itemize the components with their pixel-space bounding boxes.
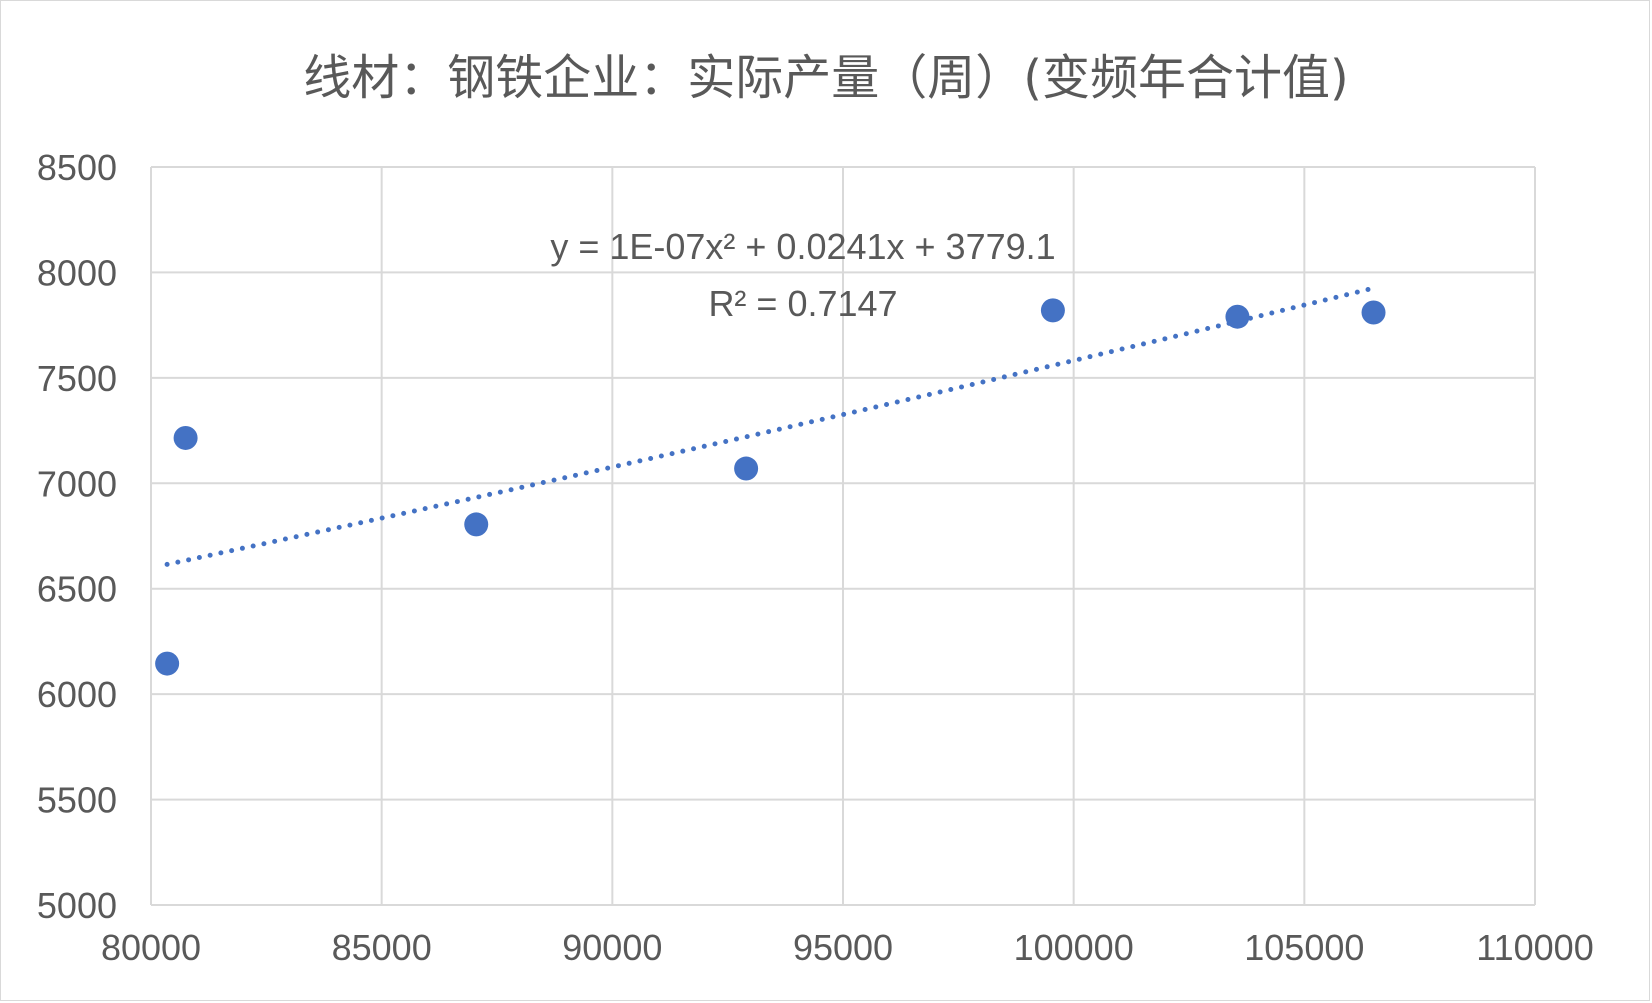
y-tick-label: 6500	[37, 569, 117, 610]
data-point	[1225, 304, 1250, 329]
data-point	[155, 651, 180, 676]
data-point	[1040, 298, 1065, 323]
data-point	[734, 456, 759, 481]
x-tick-label: 85000	[332, 927, 432, 968]
trendline-equation: y = 1E-07x² + 0.0241x + 3779.1	[550, 226, 1055, 267]
y-tick-label: 7500	[37, 358, 117, 399]
x-tick-label: 95000	[793, 927, 893, 968]
x-tick-label: 105000	[1244, 927, 1364, 968]
trendline-r-squared: R² = 0.7147	[708, 283, 897, 324]
data-point	[173, 425, 198, 450]
data-point	[464, 512, 489, 537]
x-tick-label: 90000	[562, 927, 662, 968]
x-tick-label: 110000	[1476, 927, 1593, 968]
chart-title: 线材：钢铁企业：实际产量（周）(变频年合计值)	[303, 50, 1349, 106]
y-tick-label: 8500	[37, 147, 117, 188]
y-tick-label: 6000	[37, 674, 117, 715]
y-tick-label: 7000	[37, 463, 117, 504]
x-tick-label: 100000	[1014, 927, 1134, 968]
trendline-layer	[164, 285, 1376, 567]
y-tick-label: 5000	[37, 885, 117, 926]
trendline	[164, 285, 1376, 567]
y-tick-label: 5500	[37, 780, 117, 821]
axis-tick-labels: 5000 5500 6000 6500 7000 7500 8000 8500 80000 850…	[37, 147, 1594, 968]
x-tick-label: 80000	[101, 927, 201, 968]
gridlines	[150, 166, 1536, 906]
data-point	[1361, 300, 1386, 325]
y-tick-label: 8000	[37, 252, 117, 293]
data-points	[155, 298, 1386, 676]
